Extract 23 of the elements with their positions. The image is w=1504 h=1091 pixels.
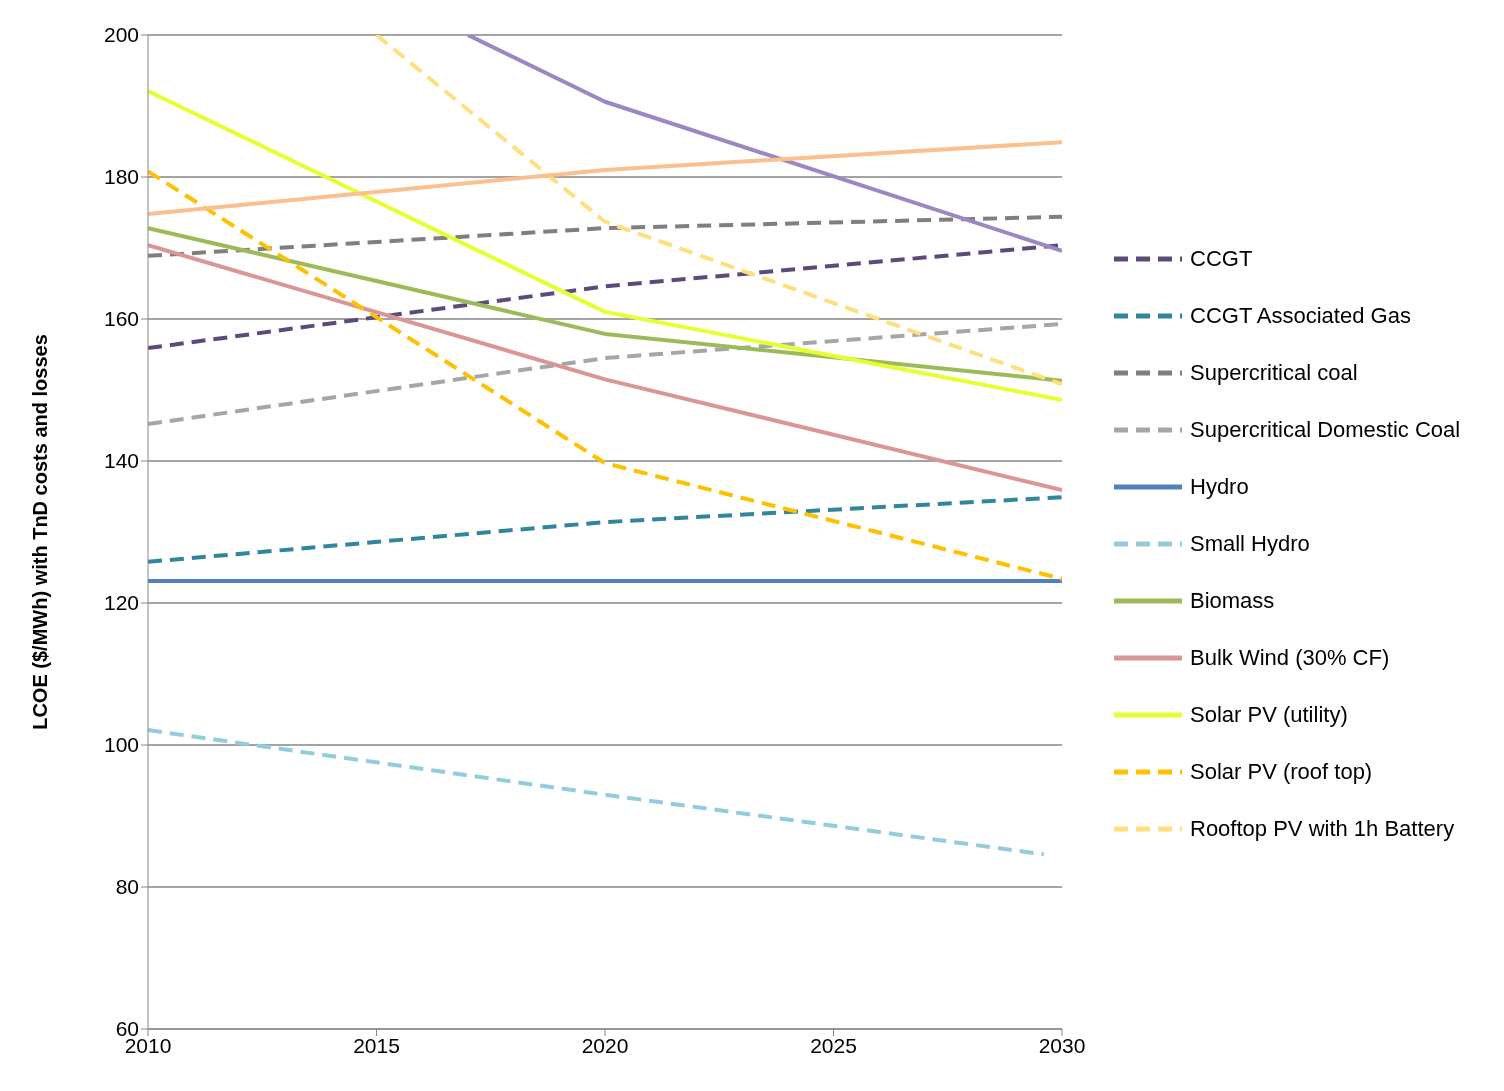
y-tick-label: 100: [103, 733, 139, 757]
legend-label: Supercritical Domestic Coal: [1190, 416, 1461, 443]
legend-label: CCGT Associated Gas: [1190, 302, 1411, 329]
legend-label: Biomass: [1190, 587, 1275, 614]
legend-label: Rooftop PV with 1h Battery: [1190, 815, 1455, 842]
legend-label: Supercritical coal: [1190, 359, 1358, 386]
y-tick-label: 80: [115, 875, 139, 899]
y-tick-label: 120: [103, 591, 139, 615]
y-tick-label: 140: [103, 449, 139, 473]
x-tick-label: 2015: [353, 1033, 400, 1057]
y-tick-label: 180: [103, 165, 139, 189]
x-tick-label: 2020: [581, 1033, 629, 1057]
legend-label: Small Hydro: [1190, 530, 1310, 557]
legend-label: Solar PV (roof top): [1190, 758, 1373, 785]
legend-label: CCGT: [1190, 245, 1253, 272]
legend-label: Solar PV (utility): [1190, 701, 1348, 728]
x-tick-label: 2025: [810, 1033, 857, 1057]
x-tick-label: 2030: [1038, 1033, 1086, 1057]
y-axis-title: LCOE ($/MWh) with TnD costs and losses: [29, 334, 52, 730]
y-tick-label: 160: [103, 307, 139, 331]
legend-label: Hydro: [1190, 473, 1249, 500]
y-tick-label: 200: [103, 23, 139, 47]
legend-label: Bulk Wind (30% CF): [1190, 644, 1390, 671]
